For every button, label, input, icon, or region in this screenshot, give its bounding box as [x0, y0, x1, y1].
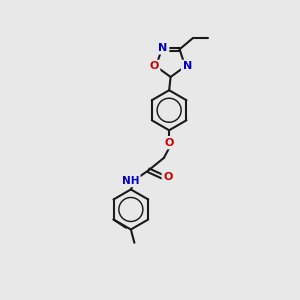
Text: O: O [164, 138, 174, 148]
Text: N: N [158, 43, 168, 53]
Text: O: O [163, 172, 172, 182]
Text: NH: NH [122, 176, 139, 186]
Text: N: N [183, 61, 192, 71]
Text: O: O [149, 61, 159, 71]
